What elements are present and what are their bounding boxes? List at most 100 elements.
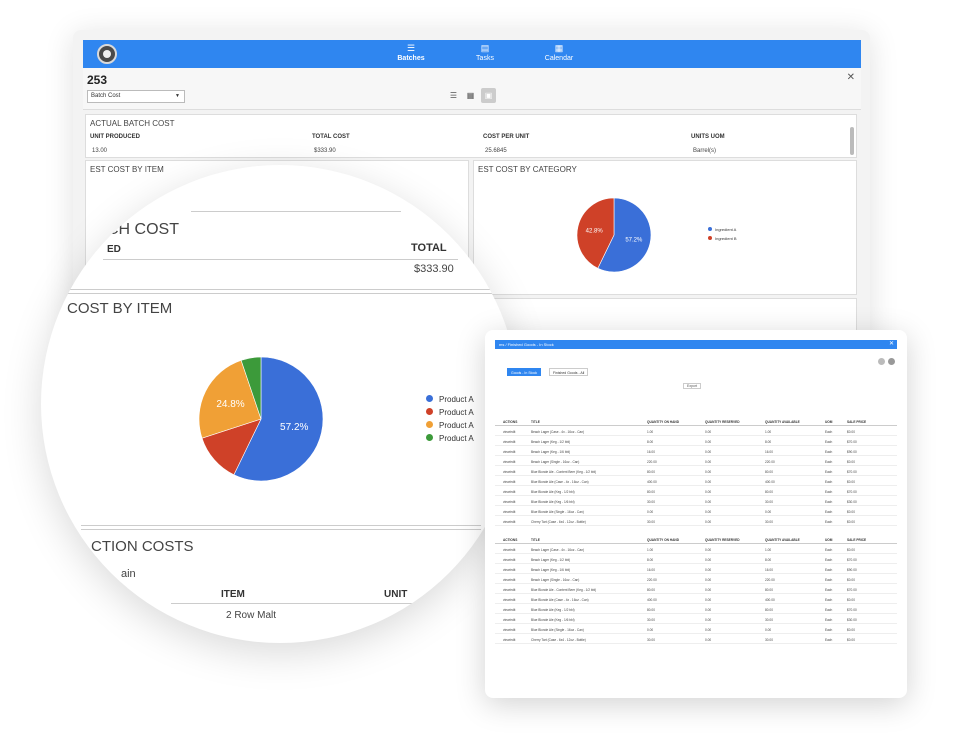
table-cell: 8.00	[647, 440, 654, 444]
export-button[interactable]: Export	[683, 383, 702, 389]
table-row[interactable]: view/edit Blue Blonde Ale (Single - 16oz …	[495, 508, 897, 516]
col-cost-per-unit: COST PER UNIT	[483, 134, 530, 140]
panel-title: ACTUAL BATCH COST	[90, 119, 175, 128]
table-row[interactable]: view/edit Blue Blonde Ale - Content Beer …	[495, 586, 897, 594]
pie-slice	[597, 197, 652, 273]
table-cell: 0.00	[705, 568, 712, 572]
table-cell: $70.00	[847, 470, 857, 474]
table-cell: 0.00	[705, 450, 712, 454]
legend-item: Product A	[426, 432, 474, 445]
table-row[interactable]: view/edit Beach Lager (Single - 16oz - Ca…	[495, 576, 897, 584]
table-cell: $90.00	[847, 450, 857, 454]
table-cell: 0.00	[765, 510, 772, 514]
table-cell: Blue Blonde Ale (Single - 16oz - Can)	[531, 510, 584, 514]
close-icon[interactable]: ✕	[888, 341, 894, 347]
est-cost-by-category-panel: EST COST BY CATEGORY 57.2% 42.8% Ingredie…	[473, 160, 857, 295]
view-select[interactable]: Batch Cost ▼	[87, 90, 185, 103]
table-row[interactable]: view/edit Cherry Tart (Case - 6x4 - 12oz …	[495, 518, 897, 526]
table-cell: view/edit	[503, 440, 516, 444]
table-cell: 80.00	[765, 608, 773, 612]
table-row[interactable]: view/edit Blue Blonde Ale - Content Beer …	[495, 468, 897, 476]
table-cell: Each	[825, 578, 833, 582]
table-cell: 0.00	[647, 510, 654, 514]
tab-in-stock[interactable]: Goods - In Stock	[507, 368, 542, 376]
table-cell: $0.00	[847, 520, 855, 524]
table-cell: $0.00	[847, 598, 855, 602]
tab-all[interactable]: Finished Goods - All	[549, 368, 589, 376]
app-logo[interactable]	[97, 44, 117, 64]
table-cell: 80.00	[647, 588, 655, 592]
table-cell: Beach Lager (Single - 16oz - Can)	[531, 578, 580, 582]
panel-title: EST COST BY ITEM	[90, 165, 164, 174]
table-cell: 8.00	[647, 558, 654, 562]
zoom-cost-by-item-title: COST BY ITEM	[67, 300, 173, 317]
table-cell: $0.00	[847, 638, 855, 642]
table-row[interactable]: view/edit Beach Lager (Case - 4x - 16oz -…	[495, 428, 897, 436]
table-cell: 30.00	[647, 520, 655, 524]
pie-slice-label: 42.8%	[586, 228, 604, 234]
table-cell: 80.00	[765, 490, 773, 494]
table-row[interactable]: view/edit Beach Lager (Keg - 1/2 bbl) 8.00…	[495, 556, 897, 564]
calendar-view-icon[interactable]: ▦	[466, 91, 475, 100]
table-cell: view/edit	[503, 430, 516, 434]
table-cell: 8.00	[765, 558, 772, 562]
table-row[interactable]: view/edit Cherry Tart (Case - 6x4 - 12oz …	[495, 636, 897, 644]
table-row[interactable]: view/edit Blue Blonde Ale (Keg - 1/2 bbl)…	[495, 488, 897, 496]
table-cell: Cherry Tart (Case - 6x4 - 12oz - Bottle)	[531, 520, 586, 524]
table-cell: Blue Blonde Ale (Keg - 1/2 bbl)	[531, 490, 575, 494]
table-row[interactable]: view/edit Beach Lager (Keg - 1/6 bbl) 16.0…	[495, 566, 897, 574]
table-cell: Each	[825, 460, 833, 464]
table-cell: Each	[825, 510, 833, 514]
table-cell: view/edit	[503, 598, 516, 602]
divider	[81, 525, 481, 526]
item-legend: Product A Product A Product A Product A	[426, 393, 474, 445]
nav-batches[interactable]: ☰ Batches	[381, 43, 441, 64]
table-cell: $70.00	[847, 490, 857, 494]
table-row[interactable]: view/edit Blue Blonde Ale (Single - 16oz …	[495, 626, 897, 634]
card-view-icon[interactable]: ▣	[481, 88, 496, 103]
legend-item: Ingredient A	[708, 225, 737, 234]
table-cell: 0.00	[705, 500, 712, 504]
table-cell: 0.00	[765, 628, 772, 632]
table-row[interactable]: view/edit Beach Lager (Case - 4x - 16oz -…	[495, 546, 897, 554]
settings-icon[interactable]	[878, 358, 885, 365]
table-cell: Each	[825, 548, 833, 552]
list-view-icon[interactable]: ☰	[449, 91, 458, 100]
table-cell: 1.00	[765, 430, 772, 434]
table-cell: 0.00	[705, 470, 712, 474]
close-icon[interactable]: ✕	[846, 72, 855, 83]
table-cell: 8.00	[765, 440, 772, 444]
nav-tasks[interactable]: ▤ Tasks	[455, 43, 515, 64]
table-cell: view/edit	[503, 628, 516, 632]
table-cell: 30.00	[647, 500, 655, 504]
table-cell: view/edit	[503, 520, 516, 524]
col-total-cost: TOTAL COST	[312, 134, 350, 140]
help-icon[interactable]	[888, 358, 895, 365]
table-row[interactable]: view/edit Beach Lager (Single - 16oz - Ca…	[495, 458, 897, 466]
table-cell: $70.00	[847, 608, 857, 612]
table-row[interactable]: view/edit Blue Blonde Ale (Keg - 1/6 bbl)…	[495, 616, 897, 624]
table-row[interactable]: view/edit Blue Blonde Ale (Case - 4x - 16…	[495, 478, 897, 486]
table-row[interactable]: view/edit Blue Blonde Ale (Keg - 1/2 bbl)…	[495, 606, 897, 614]
table-cell: Each	[825, 480, 833, 484]
finished-goods-titlebar: ms / Finished Goods - In Stock ✕	[495, 340, 897, 349]
table-cell: 80.00	[765, 470, 773, 474]
scrollbar[interactable]	[850, 127, 854, 155]
table-row[interactable]: view/edit Blue Blonde Ale (Case - 4x - 16…	[495, 596, 897, 604]
table-cell: Beach Lager (Keg - 1/2 bbl)	[531, 440, 571, 444]
table-row[interactable]: view/edit Beach Lager (Keg - 1/6 bbl) 16.0…	[495, 448, 897, 456]
table-cell: 0.00	[705, 520, 712, 524]
table-cell: Each	[825, 608, 833, 612]
tasks-icon: ▤	[480, 43, 490, 53]
table-header: ACTIONS TITLE QUANTITY ON HAND QUANTITY …	[495, 536, 897, 544]
nav-calendar[interactable]: ▦ Calendar	[529, 43, 589, 64]
table-cell: 30.00	[647, 638, 655, 642]
table-cell: 30.00	[647, 618, 655, 622]
cost-by-item-pie-chart: 57.2% 24.8%	[198, 356, 324, 482]
table-cell: 16.00	[765, 568, 773, 572]
table-cell: Beach Lager (Case - 4x - 16oz - Can)	[531, 430, 585, 434]
table-row[interactable]: view/edit Blue Blonde Ale (Keg - 1/6 bbl)…	[495, 498, 897, 506]
table-row[interactable]: view/edit Beach Lager (Keg - 1/2 bbl) 8.00…	[495, 438, 897, 446]
table-cell: 1.00	[765, 548, 772, 552]
units-uom-value: Barrel(s)	[693, 148, 717, 154]
